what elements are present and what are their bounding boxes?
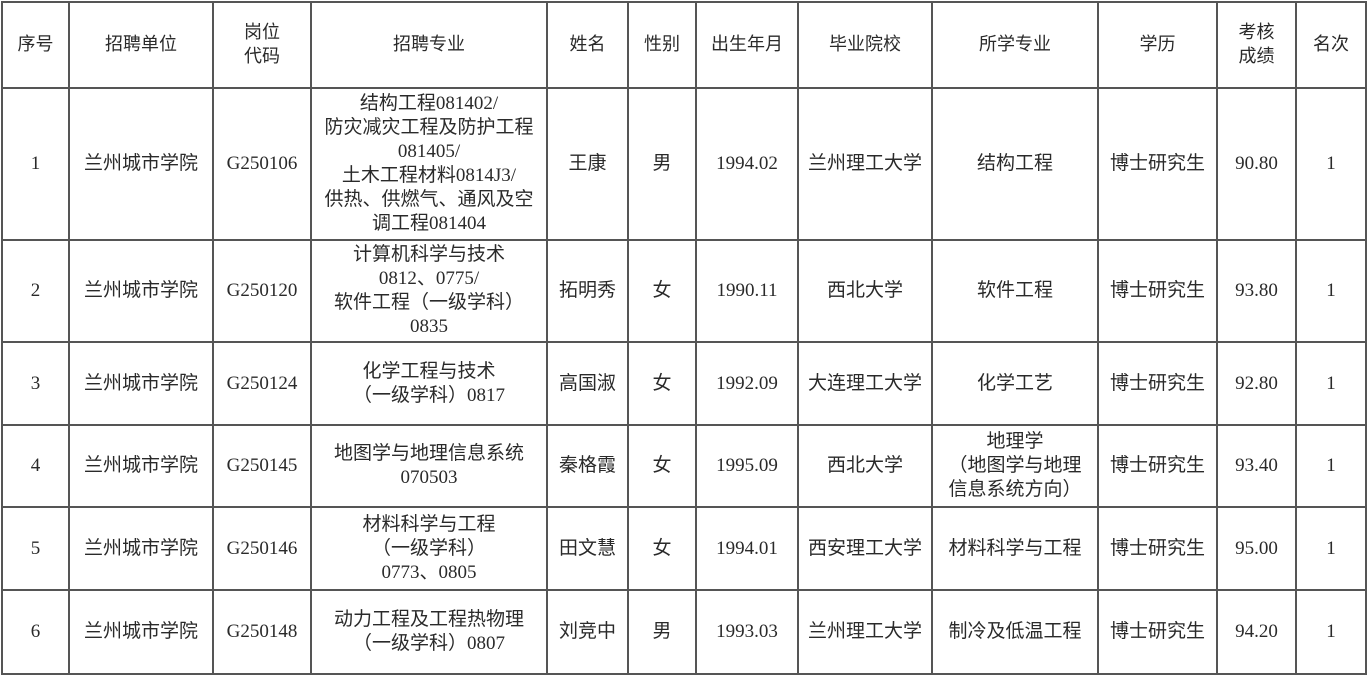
cell-gender: 男 bbox=[627, 589, 697, 675]
header-school: 毕业院校 bbox=[797, 1, 933, 89]
cell-score: 94.20 bbox=[1216, 589, 1297, 675]
cell-unit: 兰州城市学院 bbox=[68, 506, 214, 591]
cell-gender: 男 bbox=[627, 87, 697, 241]
cell-rank: 1 bbox=[1295, 424, 1367, 508]
header-major-required: 招聘专业 bbox=[310, 1, 548, 89]
cell-index: 6 bbox=[1, 589, 70, 675]
cell-birth: 1990.11 bbox=[695, 239, 799, 343]
cell-name: 田文慧 bbox=[546, 506, 629, 591]
cell-name: 秦格霞 bbox=[546, 424, 629, 508]
table-row: 5 兰州城市学院 G250146 材料科学与工程 （一级学科） 0773、0805 田文… bbox=[1, 506, 1367, 591]
cell-school: 西北大学 bbox=[797, 239, 933, 343]
header-index: 序号 bbox=[1, 1, 70, 89]
header-birth: 出生年月 bbox=[695, 1, 799, 89]
header-score: 考核 成绩 bbox=[1216, 1, 1297, 89]
cell-degree: 博士研究生 bbox=[1097, 87, 1218, 241]
cell-gender: 女 bbox=[627, 341, 697, 426]
cell-birth: 1992.09 bbox=[695, 341, 799, 426]
cell-score: 93.40 bbox=[1216, 424, 1297, 508]
cell-name: 高国淑 bbox=[546, 341, 629, 426]
cell-post-code: G250106 bbox=[212, 87, 312, 241]
cell-post-code: G250146 bbox=[212, 506, 312, 591]
header-post-code: 岗位 代码 bbox=[212, 1, 312, 89]
table-row: 1 兰州城市学院 G250106 结构工程081402/ 防灾减灾工程及防护工程 08… bbox=[1, 87, 1367, 241]
cell-post-code: G250148 bbox=[212, 589, 312, 675]
cell-school: 兰州理工大学 bbox=[797, 87, 933, 241]
header-degree: 学历 bbox=[1097, 1, 1218, 89]
cell-score: 93.80 bbox=[1216, 239, 1297, 343]
cell-index: 1 bbox=[1, 87, 70, 241]
cell-school: 兰州理工大学 bbox=[797, 589, 933, 675]
cell-rank: 1 bbox=[1295, 341, 1367, 426]
cell-major-studied: 地理学 （地图学与地理 信息系统方向） bbox=[931, 424, 1099, 508]
cell-major-studied: 结构工程 bbox=[931, 87, 1099, 241]
cell-birth: 1994.01 bbox=[695, 506, 799, 591]
cell-rank: 1 bbox=[1295, 589, 1367, 675]
header-unit: 招聘单位 bbox=[68, 1, 214, 89]
cell-score: 95.00 bbox=[1216, 506, 1297, 591]
cell-major-required: 动力工程及工程热物理 （一级学科）0807 bbox=[310, 589, 548, 675]
cell-name: 拓明秀 bbox=[546, 239, 629, 343]
cell-unit: 兰州城市学院 bbox=[68, 341, 214, 426]
header-name: 姓名 bbox=[546, 1, 629, 89]
table-row: 3 兰州城市学院 G250124 化学工程与技术 （一级学科）0817 高国淑女 1992… bbox=[1, 341, 1367, 426]
header-gender: 性别 bbox=[627, 1, 697, 89]
table-row: 6 兰州城市学院 G250148 动力工程及工程热物理 （一级学科）0807 刘竞中男 1… bbox=[1, 589, 1367, 675]
cell-unit: 兰州城市学院 bbox=[68, 589, 214, 675]
cell-rank: 1 bbox=[1295, 239, 1367, 343]
table-row: 4 兰州城市学院 G250145 地图学与地理信息系统 070503 秦格霞女 1995.… bbox=[1, 424, 1367, 508]
cell-gender: 女 bbox=[627, 506, 697, 591]
cell-major-studied: 材料科学与工程 bbox=[931, 506, 1099, 591]
cell-unit: 兰州城市学院 bbox=[68, 424, 214, 508]
table-row: 2 兰州城市学院 G250120 计算机科学与技术 0812、0775/ 软件工程（一… bbox=[1, 239, 1367, 343]
cell-name: 刘竞中 bbox=[546, 589, 629, 675]
cell-degree: 博士研究生 bbox=[1097, 341, 1218, 426]
cell-major-studied: 软件工程 bbox=[931, 239, 1099, 343]
cell-degree: 博士研究生 bbox=[1097, 424, 1218, 508]
cell-birth: 1995.09 bbox=[695, 424, 799, 508]
cell-score: 90.80 bbox=[1216, 87, 1297, 241]
cell-major-required: 结构工程081402/ 防灾减灾工程及防护工程 081405/ 土木工程材料08… bbox=[310, 87, 548, 241]
cell-major-required: 化学工程与技术 （一级学科）0817 bbox=[310, 341, 548, 426]
cell-rank: 1 bbox=[1295, 506, 1367, 591]
cell-degree: 博士研究生 bbox=[1097, 239, 1218, 343]
cell-name: 王康 bbox=[546, 87, 629, 241]
cell-degree: 博士研究生 bbox=[1097, 506, 1218, 591]
cell-birth: 1993.03 bbox=[695, 589, 799, 675]
cell-post-code: G250145 bbox=[212, 424, 312, 508]
cell-post-code: G250124 bbox=[212, 341, 312, 426]
cell-rank: 1 bbox=[1295, 87, 1367, 241]
cell-major-studied: 化学工艺 bbox=[931, 341, 1099, 426]
cell-gender: 女 bbox=[627, 239, 697, 343]
cell-major-required: 计算机科学与技术 0812、0775/ 软件工程（一级学科） 0835 bbox=[310, 239, 548, 343]
cell-degree: 博士研究生 bbox=[1097, 589, 1218, 675]
cell-unit: 兰州城市学院 bbox=[68, 239, 214, 343]
cell-index: 4 bbox=[1, 424, 70, 508]
cell-school: 大连理工大学 bbox=[797, 341, 933, 426]
header-major-studied: 所学专业 bbox=[931, 1, 1099, 89]
cell-index: 2 bbox=[1, 239, 70, 343]
cell-score: 92.80 bbox=[1216, 341, 1297, 426]
cell-major-studied: 制冷及低温工程 bbox=[931, 589, 1099, 675]
cell-index: 3 bbox=[1, 341, 70, 426]
cell-major-required: 地图学与地理信息系统 070503 bbox=[310, 424, 548, 508]
header-rank: 名次 bbox=[1295, 1, 1367, 89]
cell-post-code: G250120 bbox=[212, 239, 312, 343]
cell-index: 5 bbox=[1, 506, 70, 591]
cell-major-required: 材料科学与工程 （一级学科） 0773、0805 bbox=[310, 506, 548, 591]
cell-birth: 1994.02 bbox=[695, 87, 799, 241]
cell-gender: 女 bbox=[627, 424, 697, 508]
header-row: 序号 招聘单位 岗位 代码 招聘专业 姓名 性别 出生年月 毕业院校 所学专业 … bbox=[1, 1, 1367, 89]
cell-school: 西北大学 bbox=[797, 424, 933, 508]
cell-school: 西安理工大学 bbox=[797, 506, 933, 591]
cell-unit: 兰州城市学院 bbox=[68, 87, 214, 241]
